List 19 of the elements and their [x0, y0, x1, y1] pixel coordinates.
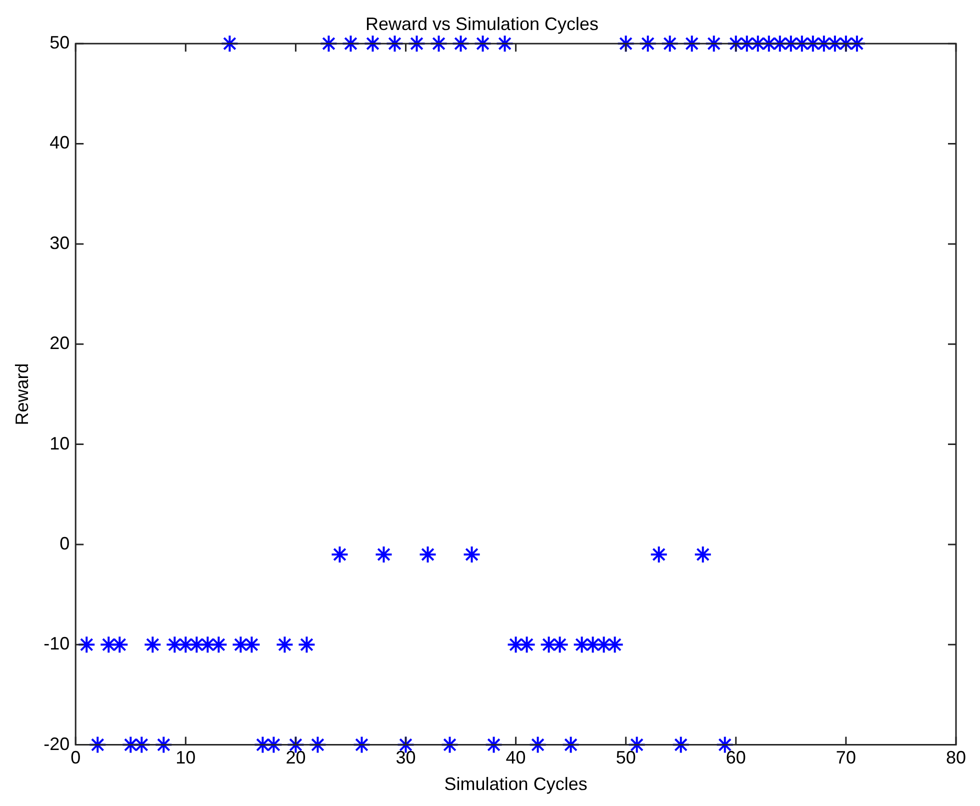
x-tick-label: 20: [286, 748, 306, 768]
y-axis-title: Reward: [12, 363, 32, 426]
y-tick-label: 30: [50, 232, 70, 253]
x-tick-label: 70: [836, 748, 856, 768]
x-tick-label: 30: [396, 748, 416, 768]
y-tick-label: -20: [44, 734, 70, 754]
y-tick-label: -10: [44, 634, 70, 654]
x-axis-title: Simulation Cycles: [444, 774, 588, 794]
chart-title: Reward vs Simulation Cycles: [365, 14, 599, 34]
x-tick-label: 60: [726, 748, 746, 768]
x-tick-label: 10: [176, 748, 196, 768]
y-tick-label: 20: [50, 333, 70, 354]
y-tick-label: 10: [50, 433, 70, 454]
x-tick-label: 50: [616, 748, 636, 768]
y-tick-label: 40: [50, 132, 70, 153]
x-tick-label: 80: [946, 748, 966, 768]
y-tick-label: 50: [50, 32, 70, 53]
x-tick-label: 40: [506, 748, 526, 768]
y-tick-label: 0: [60, 533, 70, 554]
